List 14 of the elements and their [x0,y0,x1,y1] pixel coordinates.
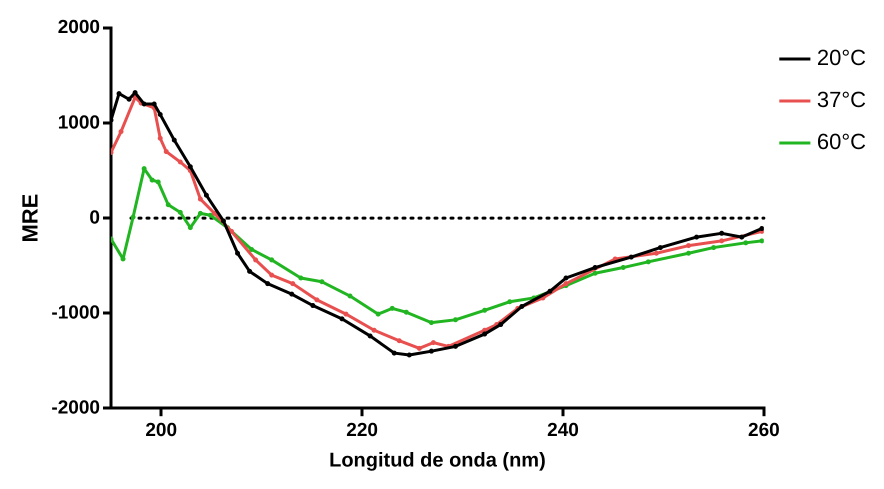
legend-label: 60°C [816,129,866,154]
y-tick-label: -2000 [51,397,100,418]
y-axis-title: MRE [17,194,42,243]
x-axis-title: Longitud de onda (nm) [329,450,546,472]
legend-label: 37°C [816,87,866,112]
y-tick-label: 2000 [58,17,100,38]
y-tick-label: 0 [89,207,100,228]
x-tick-label: 260 [748,420,780,441]
x-tick-label: 240 [547,420,579,441]
x-tick-label: 220 [346,420,378,441]
y-tick-label: 1000 [58,112,100,134]
x-tick-label: 200 [145,420,178,441]
y-tick-label: -1000 [51,302,100,324]
legend-label: 20°C [816,45,866,70]
